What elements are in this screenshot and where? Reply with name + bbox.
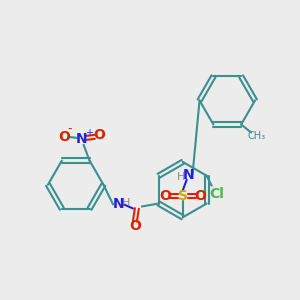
- Text: N: N: [76, 132, 88, 146]
- Text: CH₃: CH₃: [248, 131, 266, 141]
- Text: H: H: [122, 197, 130, 208]
- Text: H: H: [176, 172, 185, 182]
- Text: -: -: [68, 122, 72, 135]
- Text: +: +: [85, 128, 93, 138]
- Text: Cl: Cl: [209, 187, 224, 201]
- Text: N: N: [183, 168, 194, 182]
- Text: N: N: [113, 197, 125, 212]
- Text: O: O: [195, 189, 206, 202]
- Text: O: O: [94, 128, 105, 142]
- Text: O: O: [159, 189, 171, 202]
- Text: O: O: [129, 219, 141, 233]
- Text: S: S: [178, 189, 188, 202]
- Text: O: O: [58, 130, 70, 144]
